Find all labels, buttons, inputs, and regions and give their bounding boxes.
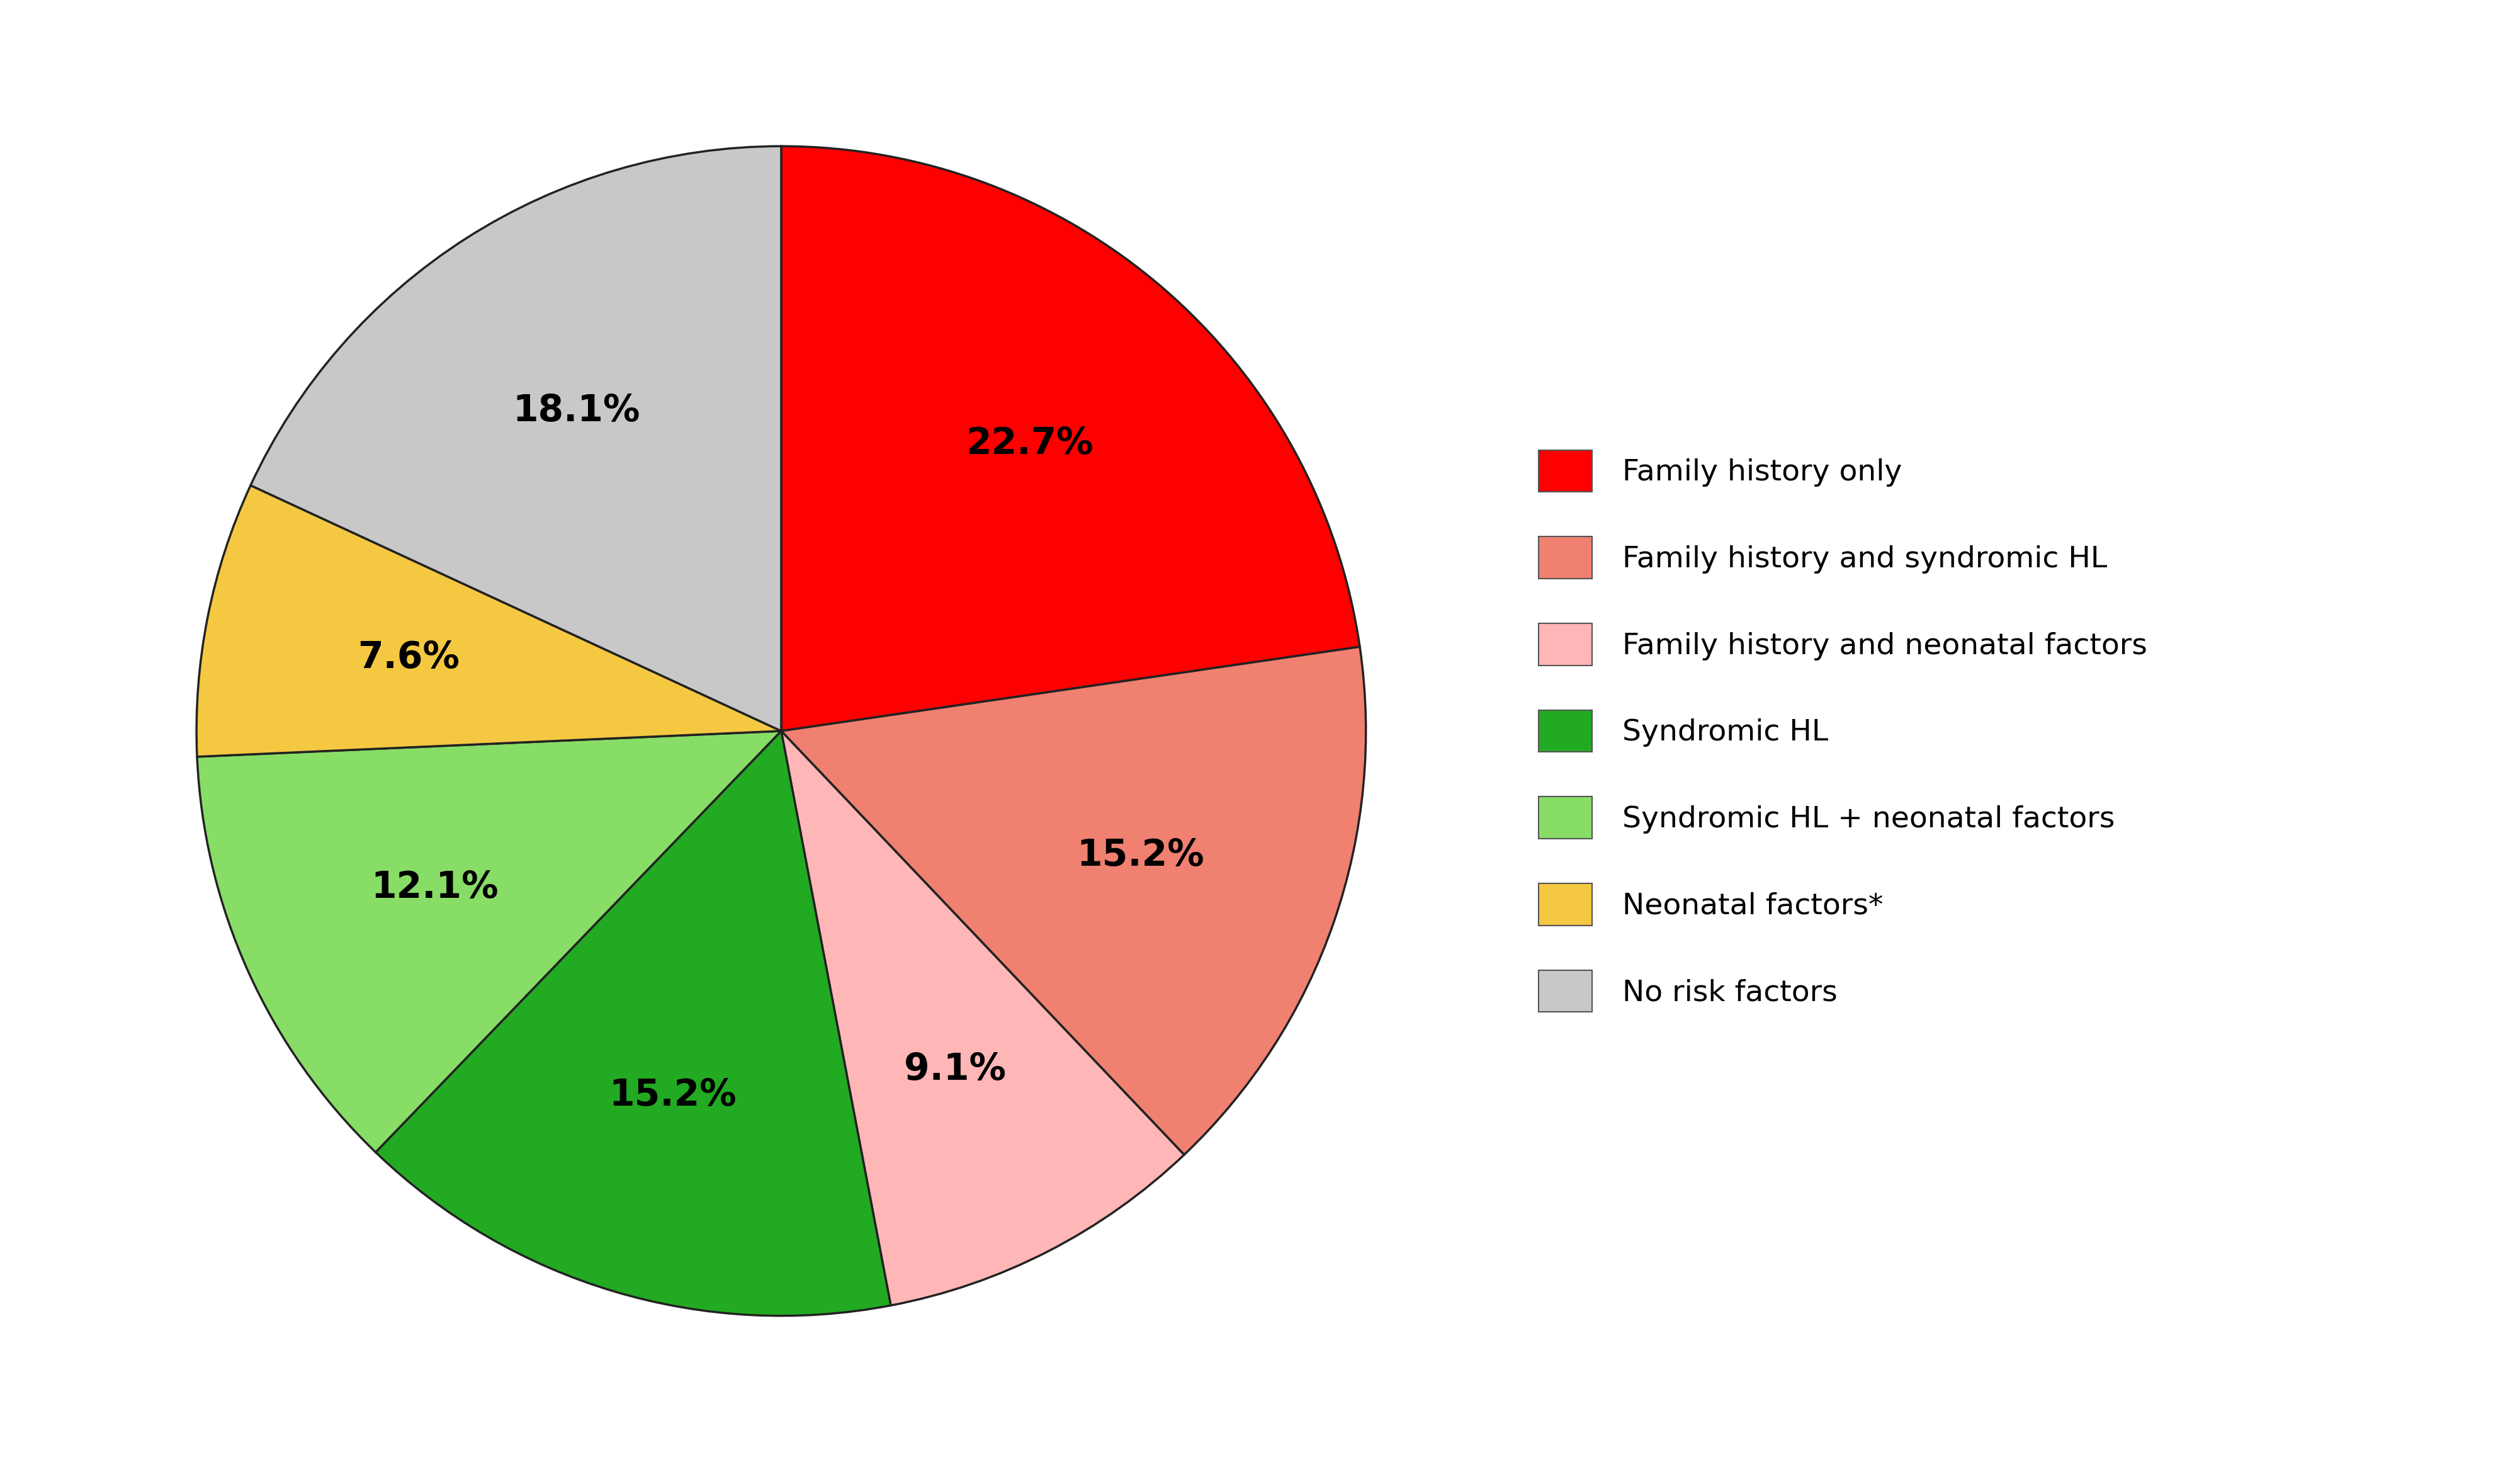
- Wedge shape: [781, 646, 1366, 1155]
- Wedge shape: [781, 146, 1361, 731]
- Legend: Family history only, Family history and syndromic HL, Family history and neonata: Family history only, Family history and …: [1527, 439, 2160, 1023]
- Wedge shape: [781, 731, 1184, 1306]
- Text: 22.7%: 22.7%: [965, 425, 1094, 462]
- Text: 12.1%: 12.1%: [370, 870, 499, 905]
- Text: 18.1%: 18.1%: [512, 393, 640, 428]
- Wedge shape: [197, 485, 781, 757]
- Text: 15.2%: 15.2%: [610, 1077, 736, 1113]
- Wedge shape: [249, 146, 781, 731]
- Wedge shape: [197, 731, 781, 1152]
- Text: 15.2%: 15.2%: [1076, 838, 1205, 873]
- Wedge shape: [375, 731, 890, 1316]
- Text: 9.1%: 9.1%: [905, 1051, 1005, 1088]
- Text: 7.6%: 7.6%: [358, 639, 459, 675]
